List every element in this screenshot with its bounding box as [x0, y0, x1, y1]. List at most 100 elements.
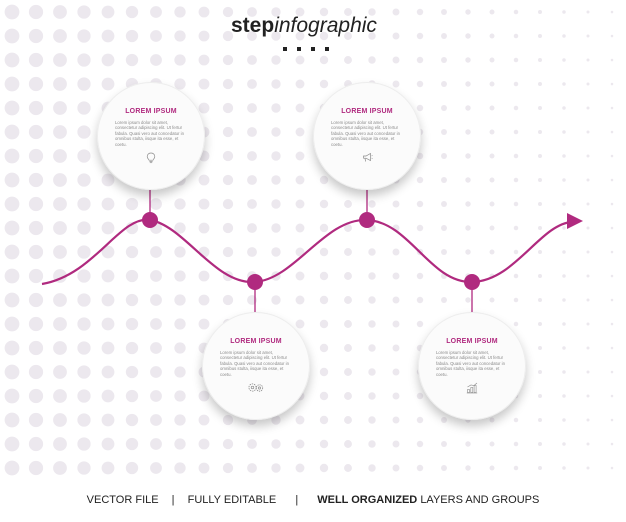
background-dot — [77, 77, 91, 91]
background-dot — [610, 34, 614, 38]
background-dot — [538, 226, 542, 230]
background-dot — [489, 33, 495, 39]
background-dot — [513, 417, 519, 423]
background-dot — [247, 247, 257, 257]
background-dot — [28, 436, 44, 452]
background-dot — [150, 390, 162, 402]
background-dot — [4, 148, 20, 164]
background-dot — [77, 101, 91, 115]
background-dot — [295, 31, 305, 41]
background-dot — [441, 57, 447, 63]
background-dot — [392, 296, 400, 304]
background-dot — [344, 392, 352, 400]
background-dot — [150, 414, 162, 426]
background-dot — [53, 77, 67, 91]
background-dot — [174, 270, 186, 282]
node-dot-step-2 — [247, 274, 263, 290]
background-dot — [465, 225, 471, 231]
background-dot — [174, 6, 186, 18]
background-dot — [150, 318, 162, 330]
node-dot-step-4 — [464, 274, 480, 290]
flow-curve — [41, 218, 573, 286]
background-dot — [125, 437, 139, 451]
background-dot — [150, 198, 162, 210]
title-bold: step — [231, 14, 275, 37]
background-dot — [101, 293, 115, 307]
background-dot — [441, 201, 447, 207]
background-dot — [344, 200, 352, 208]
background-dot — [319, 271, 329, 281]
background-dot — [53, 413, 67, 427]
background-dot — [392, 32, 400, 40]
background-dot — [4, 244, 20, 260]
background-dot — [53, 221, 67, 235]
background-dot — [586, 322, 590, 326]
background-dot — [53, 293, 67, 307]
background-dot — [247, 439, 257, 449]
background-dot — [77, 197, 91, 211]
background-dot — [586, 178, 590, 182]
step-description: Lorem ipsum dolor sit amet, consectetur … — [220, 350, 290, 377]
background-dot — [77, 413, 91, 427]
background-dot — [562, 226, 566, 230]
background-dot — [562, 58, 566, 62]
background-dot — [125, 29, 139, 43]
background-dot — [295, 295, 305, 305]
background-dot — [538, 10, 542, 14]
background-dot — [101, 173, 115, 187]
background-dot — [174, 78, 186, 90]
background-dot — [77, 461, 91, 475]
background-dot — [441, 9, 447, 15]
node-dot-step-3 — [359, 212, 375, 228]
background-dot — [368, 320, 376, 328]
background-dot — [344, 320, 352, 328]
footer-well-organized: WELL ORGANIZED — [317, 494, 418, 506]
background-dot — [610, 466, 614, 470]
background-dot — [562, 250, 566, 254]
background-dot — [441, 417, 447, 423]
background-dot — [101, 245, 115, 259]
background-dot — [295, 199, 305, 209]
background-dot — [344, 32, 352, 40]
background-dot — [416, 56, 424, 64]
background-dot — [4, 268, 20, 284]
background-dot — [441, 153, 447, 159]
background-dot — [416, 320, 424, 328]
background-dot — [28, 52, 44, 68]
background-dot — [4, 460, 20, 476]
background-dot — [586, 34, 590, 38]
background-dot — [368, 416, 376, 424]
background-dot — [174, 54, 186, 66]
background-dot — [416, 224, 424, 232]
background-dot — [247, 79, 257, 89]
background-dot — [368, 368, 376, 376]
background-dot — [513, 321, 519, 327]
background-dot — [247, 127, 257, 137]
background-dot — [198, 390, 210, 402]
background-dot — [198, 198, 210, 210]
background-dot — [586, 274, 590, 278]
background-dot — [344, 248, 352, 256]
background-dot — [222, 6, 234, 18]
background-dot — [319, 295, 329, 305]
background-dot — [441, 177, 447, 183]
background-dot — [28, 460, 44, 476]
background-dot — [222, 414, 234, 426]
background-dot — [271, 463, 281, 473]
background-dot — [174, 294, 186, 306]
gears-icon — [248, 383, 264, 392]
background-dot — [174, 222, 186, 234]
background-dot — [489, 153, 495, 159]
background-dot — [150, 462, 162, 474]
background-dot — [4, 220, 20, 236]
background-dot — [610, 346, 614, 350]
background-dot — [610, 250, 614, 254]
background-dot — [101, 53, 115, 67]
background-dot — [28, 148, 44, 164]
background-dot — [368, 272, 376, 280]
background-dot — [77, 437, 91, 451]
background-dot — [319, 415, 329, 425]
title-italic: infographic — [274, 14, 377, 37]
background-dot — [562, 10, 566, 14]
background-dot — [53, 389, 67, 403]
